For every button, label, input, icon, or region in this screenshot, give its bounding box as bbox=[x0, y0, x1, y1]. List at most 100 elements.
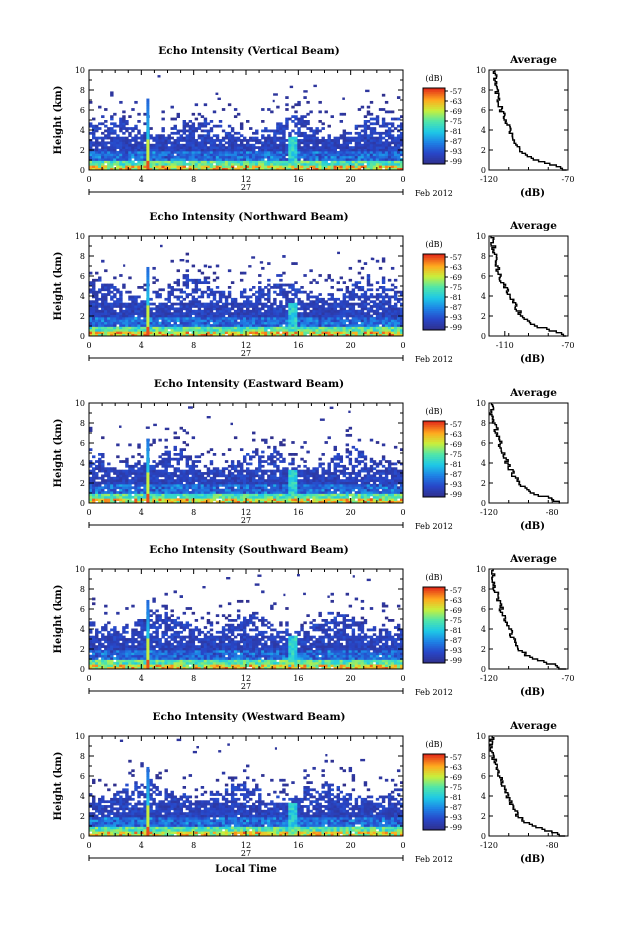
average-y-tick: 10 bbox=[476, 565, 486, 574]
panel-title: Echo Intensity (Northward Beam) bbox=[149, 211, 348, 223]
average-title: Average bbox=[509, 720, 557, 732]
x-tick-label: 20 bbox=[346, 508, 356, 517]
y-tick-label: 10 bbox=[75, 399, 85, 408]
x-tick-label: 8 bbox=[191, 341, 196, 350]
colorbar-tick-label: -81 bbox=[450, 127, 462, 136]
average-frame bbox=[488, 735, 569, 837]
colorbar-tick-label: -87 bbox=[450, 636, 462, 645]
x-tick-label: 8 bbox=[191, 175, 196, 184]
average-y-tick: 0 bbox=[481, 499, 486, 508]
average-x-tick: -80 bbox=[546, 841, 559, 850]
date-month-label: Feb 2012 bbox=[415, 855, 453, 864]
average-x-label: (dB) bbox=[520, 854, 545, 865]
colorbar-tick-label: -87 bbox=[450, 470, 462, 479]
y-tick-label: 10 bbox=[75, 232, 85, 241]
colorbar-tick-label: -81 bbox=[450, 293, 462, 302]
date-day-label: 27 bbox=[241, 682, 251, 691]
y-axis-label: Height (km) bbox=[53, 252, 64, 321]
colorbar-tick-label: -99 bbox=[450, 823, 462, 832]
average-x-tick: -120 bbox=[480, 841, 498, 850]
x-tick-label: 0 bbox=[86, 841, 91, 850]
y-tick-label: 6 bbox=[80, 772, 85, 781]
colorbar: (dB) -57-63-69-75-81-87-93-99 bbox=[422, 407, 462, 499]
y-tick-label: 6 bbox=[80, 106, 85, 115]
average-y-tick: 4 bbox=[481, 292, 486, 301]
x-tick-label: 12 bbox=[241, 508, 251, 517]
colorbar-tick-label: -87 bbox=[450, 137, 462, 146]
colorbar-tick-label: -75 bbox=[450, 283, 462, 292]
colorbar-tick-label: -63 bbox=[450, 596, 462, 605]
x-axis-label: Local Time bbox=[215, 864, 277, 875]
average-profile-line bbox=[490, 236, 567, 337]
x-tick-label: 20 bbox=[346, 341, 356, 350]
colorbar-tick-label: -99 bbox=[450, 323, 462, 332]
beam-panel-2: Echo Intensity (Northward Beam) Height (k… bbox=[53, 211, 574, 365]
x-tick-label: 20 bbox=[346, 841, 356, 850]
average-y-tick: 10 bbox=[476, 232, 486, 241]
colorbar-tick-label: -75 bbox=[450, 616, 462, 625]
average-y-tick: 0 bbox=[481, 665, 486, 674]
average-y-tick: 4 bbox=[481, 625, 486, 634]
x-tick-label: 0 bbox=[400, 341, 405, 350]
average-profile: Average 0 2 4 6 8 10 -120 -80(dB) bbox=[476, 387, 569, 532]
y-tick-label: 8 bbox=[80, 252, 85, 261]
colorbar: (dB) -57-63-69-75-81-87-93-99 bbox=[422, 240, 462, 332]
colorbar-tick-label: -81 bbox=[450, 460, 462, 469]
colorbar: (dB) -57-63-69-75-81-87-93-99 bbox=[422, 740, 462, 832]
beam-panel-3: Echo Intensity (Eastward Beam) Height (km… bbox=[53, 378, 569, 532]
colorbar-tick-label: -75 bbox=[450, 783, 462, 792]
average-y-tick: 2 bbox=[481, 645, 486, 654]
date-month-label: Feb 2012 bbox=[415, 688, 453, 697]
y-tick-label: 2 bbox=[80, 479, 85, 488]
x-tick-label: 8 bbox=[191, 508, 196, 517]
y-tick-label: 6 bbox=[80, 605, 85, 614]
y-tick-label: 4 bbox=[80, 625, 85, 634]
average-y-tick: 6 bbox=[481, 439, 486, 448]
date-month-label: Feb 2012 bbox=[415, 522, 453, 531]
colorbar-unit: (dB) bbox=[425, 573, 442, 582]
average-frame bbox=[488, 568, 569, 670]
average-y-tick: 8 bbox=[481, 419, 486, 428]
x-tick-label: 0 bbox=[400, 674, 405, 683]
heatmap-cells bbox=[89, 574, 404, 670]
x-tick-label: 4 bbox=[139, 341, 144, 350]
y-tick-label: 10 bbox=[75, 66, 85, 75]
beam-panel-1: Echo Intensity (Vertical Beam) Height (km… bbox=[53, 45, 574, 199]
average-x-tick: -120 bbox=[480, 674, 498, 683]
average-y-tick: 10 bbox=[476, 399, 486, 408]
y-tick-label: 2 bbox=[80, 312, 85, 321]
colorbar-tick-label: -57 bbox=[450, 420, 462, 429]
colorbar-unit: (dB) bbox=[425, 74, 442, 83]
colorbar-tick-label: -93 bbox=[450, 313, 462, 322]
average-y-tick: 2 bbox=[481, 312, 486, 321]
x-tick-label: 4 bbox=[139, 674, 144, 683]
x-tick-label: 0 bbox=[400, 841, 405, 850]
average-title: Average bbox=[509, 220, 557, 232]
y-tick-label: 6 bbox=[80, 439, 85, 448]
average-y-tick: 2 bbox=[481, 479, 486, 488]
colorbar-tick-label: -63 bbox=[450, 97, 462, 106]
average-x-tick: -120 bbox=[480, 508, 498, 517]
average-title: Average bbox=[509, 54, 557, 66]
y-tick-label: 4 bbox=[80, 292, 85, 301]
x-tick-label: 12 bbox=[241, 841, 251, 850]
date-month-label: Feb 2012 bbox=[415, 189, 453, 198]
colorbar-tick-label: -99 bbox=[450, 656, 462, 665]
panel-title: Echo Intensity (Westward Beam) bbox=[152, 711, 345, 723]
average-y-tick: 0 bbox=[481, 332, 486, 341]
y-tick-label: 2 bbox=[80, 645, 85, 654]
average-profile: Average 0 2 4 6 8 10 -120 -70 (dB) bbox=[476, 553, 575, 698]
y-tick-label: 10 bbox=[75, 565, 85, 574]
beam-panel-4: Echo Intensity (Southward Beam) Height (k… bbox=[53, 544, 574, 698]
x-tick-label: 16 bbox=[293, 175, 303, 184]
y-axis-label: Height (km) bbox=[53, 585, 64, 654]
x-tick-label: 16 bbox=[293, 674, 303, 683]
heatmap-cells bbox=[89, 244, 404, 337]
average-y-tick: 8 bbox=[481, 585, 486, 594]
colorbar-tick-label: -57 bbox=[450, 753, 462, 762]
x-tick-label: 16 bbox=[293, 508, 303, 517]
average-y-tick: 2 bbox=[481, 146, 486, 155]
colorbar-tick-label: -75 bbox=[450, 450, 462, 459]
average-y-tick: 6 bbox=[481, 772, 486, 781]
average-y-tick: 8 bbox=[481, 86, 486, 95]
